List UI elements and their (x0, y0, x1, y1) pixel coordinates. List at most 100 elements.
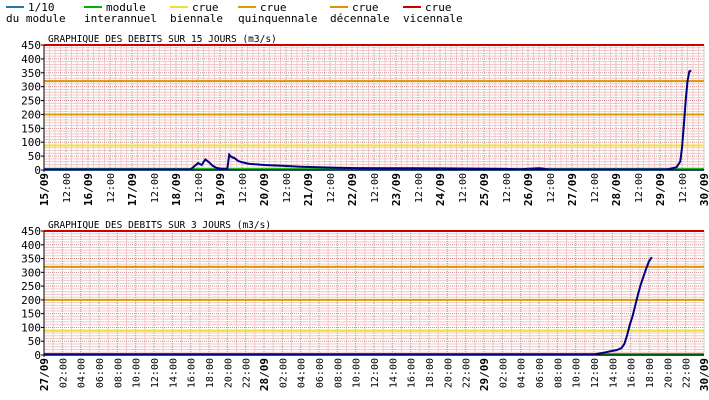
chart0-x-tick-label: 12:00 (590, 173, 601, 203)
chart0-x-tick-label: 26/09 (522, 173, 535, 206)
chart0-x-tick-label: 12:00 (370, 173, 381, 203)
chart1-x-tick-label: 18:00 (645, 358, 656, 388)
chart0-x-tick-label: 15/09 (38, 173, 51, 206)
chart1-x-tick-label: 12:00 (150, 358, 161, 388)
chart0-x-tick-label: 12:00 (106, 173, 117, 203)
legend-swatch-0 (6, 6, 24, 8)
chart0-y-tick-label: 350 (21, 67, 41, 80)
chart1-x-tick-label: 10:00 (132, 358, 143, 388)
legend-line2-4: décennale (330, 12, 390, 25)
chart0-x-tick-label: 12:00 (194, 173, 205, 203)
legend-line2-1: interannuel (84, 12, 157, 25)
legend-swatch-2 (170, 6, 188, 8)
chart1-x-tick-label: 20:00 (663, 358, 674, 388)
chart0-x-tick-label: 30/09 (698, 173, 709, 206)
chart0-x-tick-label: 23/09 (390, 173, 403, 206)
chart1-y-tick-label: 0 (34, 349, 41, 362)
chart0-x-tick-label: 22/09 (346, 173, 359, 206)
legend-swatch-5 (403, 6, 421, 8)
chart0-x-tick-label: 12:00 (326, 173, 337, 203)
chart1-y-tick-label: 350 (21, 253, 41, 266)
legend-line2-3: quinquennale (238, 12, 318, 25)
legend-line1-1: module (106, 1, 146, 14)
chart1-y-tick-label: 50 (28, 335, 41, 348)
legend-line1-4: crue (352, 1, 379, 14)
chart0-y-tick-label: 100 (21, 136, 41, 149)
chart1-x-tick-label: 18:00 (425, 358, 436, 388)
legend-swatch-4 (330, 6, 348, 8)
chart0-x-tick-label: 21/09 (302, 173, 315, 206)
legend-item-2: crue biennale (170, 2, 223, 24)
chart0-x-tick-label: 17/09 (126, 173, 139, 206)
chart1-y-tick-label: 100 (21, 321, 41, 334)
chart1-x-tick-label: 02:00 (498, 358, 509, 388)
chart0-y-tick-label: 0 (34, 164, 41, 177)
chart0-x-tick-label: 12:00 (502, 173, 513, 203)
chart0-x-tick-label: 19/09 (214, 173, 227, 206)
chart1-x-tick-label: 02:00 (58, 358, 69, 388)
chart1-x-tick-label: 02:00 (278, 358, 289, 388)
legend-line2-0: du module (6, 12, 66, 25)
chart1-x-tick-label: 29/09 (478, 358, 491, 391)
legend-swatch-3 (238, 6, 256, 8)
chart0-x-tick-label: 24/09 (434, 173, 447, 206)
chart0-x-tick-label: 18/09 (170, 173, 183, 206)
chart0-x-tick-label: 29/09 (654, 173, 667, 206)
chart0-title: GRAPHIQUE DES DEBITS SUR 15 JOURS (m3/s) (48, 34, 277, 45)
chart0-x-tick-label: 12:00 (150, 173, 161, 203)
chart1-x-tick-label: 06:00 (95, 358, 106, 388)
legend-line2-5: vicennale (403, 12, 463, 25)
legend-line1-5: crue (425, 1, 452, 14)
chart1-x-tick-label: 14:00 (608, 358, 619, 388)
legend-line2-2: biennale (170, 12, 223, 25)
chart1-x-tick-label: 30/09 (698, 358, 709, 391)
chart0-x-tick-label: 12:00 (282, 173, 293, 203)
chart0-x-tick-label: 12:00 (546, 173, 557, 203)
chart0-x-tick-label: 12:00 (62, 173, 73, 203)
chart0-x-tick-label: 12:00 (458, 173, 469, 203)
chart1-x-tick-label: 27/09 (38, 358, 51, 391)
chart1-x-tick-label: 16:00 (187, 358, 198, 388)
chart0-y-tick-label: 200 (21, 108, 41, 121)
chart1-title: GRAPHIQUE DES DEBITS SUR 3 JOURS (m3/s) (48, 220, 271, 231)
chart0-x-tick-label: 16/09 (82, 173, 95, 206)
chart1-x-tick-label: 22:00 (242, 358, 253, 388)
chart1-x-tick-label: 16:00 (407, 358, 418, 388)
chart1-x-tick-label: 06:00 (315, 358, 326, 388)
legend-swatch-1 (84, 6, 102, 8)
chart0-x-tick-label: 12:00 (414, 173, 425, 203)
chart0-x-tick-label: 20/09 (258, 173, 271, 206)
chart0-x-tick-label: 28/09 (610, 173, 623, 206)
legend-line1-3: crue (260, 1, 287, 14)
chart1-y-tick-label: 250 (21, 280, 41, 293)
chart0-y-tick-label: 50 (28, 150, 41, 163)
chart1-x-tick-label: 20:00 (443, 358, 454, 388)
chart1-x-tick-label: 04:00 (77, 358, 88, 388)
chart1-x-tick-label: 22:00 (462, 358, 473, 388)
chart1-x-tick-label: 28/09 (258, 358, 271, 391)
chart1-y-tick-label: 450 (21, 225, 41, 238)
chart1-x-tick-label: 10:00 (352, 358, 363, 388)
chart1-y-tick-label: 300 (21, 266, 41, 279)
chart1-x-tick-label: 08:00 (333, 358, 344, 388)
chart1-x-tick-label: 22:00 (682, 358, 693, 388)
legend-item-1: module interannuel (84, 2, 157, 24)
chart0-y-tick-label: 450 (21, 39, 41, 52)
chart1-x-tick-label: 12:00 (590, 358, 601, 388)
chart1-y-tick-label: 400 (21, 239, 41, 252)
chart1-x-tick-label: 16:00 (627, 358, 638, 388)
chart0-y-tick-label: 250 (21, 95, 41, 108)
chart1-x-tick-label: 06:00 (535, 358, 546, 388)
legend: 1/10 du module module interannuel crue bienna… (0, 0, 709, 28)
chart0-flow-series-0 (44, 69, 692, 171)
legend-item-3: crue quinquennale (238, 2, 317, 24)
chart0-x-tick-label: 12:00 (238, 173, 249, 203)
legend-item-0: 1/10 du module (6, 2, 66, 24)
chart1-x-tick-label: 08:00 (113, 358, 124, 388)
chart1-x-tick-label: 08:00 (553, 358, 564, 388)
chart1-x-tick-label: 04:00 (297, 358, 308, 388)
legend-item-4: crue décennale (330, 2, 390, 24)
chart1-x-tick-label: 14:00 (168, 358, 179, 388)
chart0-x-tick-label: 25/09 (478, 173, 491, 206)
